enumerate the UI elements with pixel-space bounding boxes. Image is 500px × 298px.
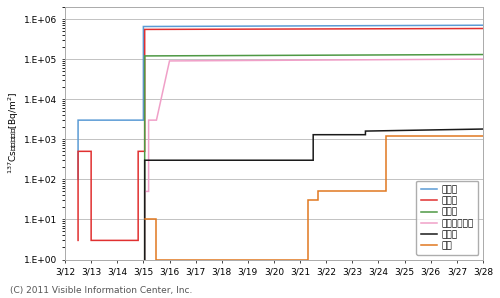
東京都 (142, 159, 148, 162)
ひたちなか市 (480, 57, 486, 61)
福島市 (75, 150, 81, 153)
飯舘村 (75, 178, 81, 181)
Legend: 飯舘村, 福島市, 郡山市, ひたちなか市, 東京都, 柏市: 飯舘村, 福島市, 郡山市, ひたちなか市, 東京都, 柏市 (416, 181, 478, 255)
福島市 (88, 239, 94, 242)
Line: 郡山市: 郡山市 (144, 55, 483, 260)
東京都 (362, 133, 368, 136)
柏市 (316, 190, 322, 193)
東京都 (362, 129, 368, 133)
柏市 (154, 258, 160, 261)
郡山市 (142, 258, 148, 261)
飯舘村 (140, 118, 146, 122)
ひたちなか市 (146, 190, 152, 193)
東京都 (480, 127, 486, 131)
東京都 (142, 258, 148, 261)
福島市 (75, 239, 81, 242)
ひたちなか市 (142, 190, 148, 193)
ひたちなか市 (166, 59, 172, 63)
柏市 (305, 198, 311, 202)
Line: 柏市: 柏市 (144, 136, 483, 260)
飯舘村 (480, 24, 486, 27)
東京都 (310, 159, 316, 162)
柏市 (384, 134, 390, 138)
柏市 (316, 198, 322, 202)
Line: 東京都: 東京都 (144, 129, 483, 260)
福島市 (142, 28, 148, 31)
福島市 (135, 239, 141, 242)
Line: 福島市: 福島市 (78, 29, 483, 240)
飯舘村 (75, 118, 81, 122)
福島市 (88, 150, 94, 153)
ひたちなか市 (142, 258, 148, 261)
福島市 (135, 150, 141, 153)
福島市 (142, 150, 148, 153)
ひたちなか市 (154, 118, 160, 122)
柏市 (384, 190, 390, 193)
柏市 (480, 134, 486, 138)
ひたちなか市 (146, 118, 152, 122)
柏市 (142, 218, 148, 221)
飯舘村 (140, 25, 146, 28)
Line: 飯舘村: 飯舘村 (78, 25, 483, 179)
Line: ひたちなか市: ひたちなか市 (144, 59, 483, 260)
郡山市 (480, 53, 486, 56)
Text: (C) 2011 Visible Information Center, Inc.: (C) 2011 Visible Information Center, Inc… (10, 286, 192, 295)
福島市 (480, 27, 486, 30)
柏市 (305, 258, 311, 261)
東京都 (310, 133, 316, 136)
Y-axis label: $^{137}$Cs積算降下量[Bq/m$^2$]: $^{137}$Cs積算降下量[Bq/m$^2$] (7, 92, 22, 174)
柏市 (154, 218, 160, 221)
郡山市 (142, 54, 148, 58)
